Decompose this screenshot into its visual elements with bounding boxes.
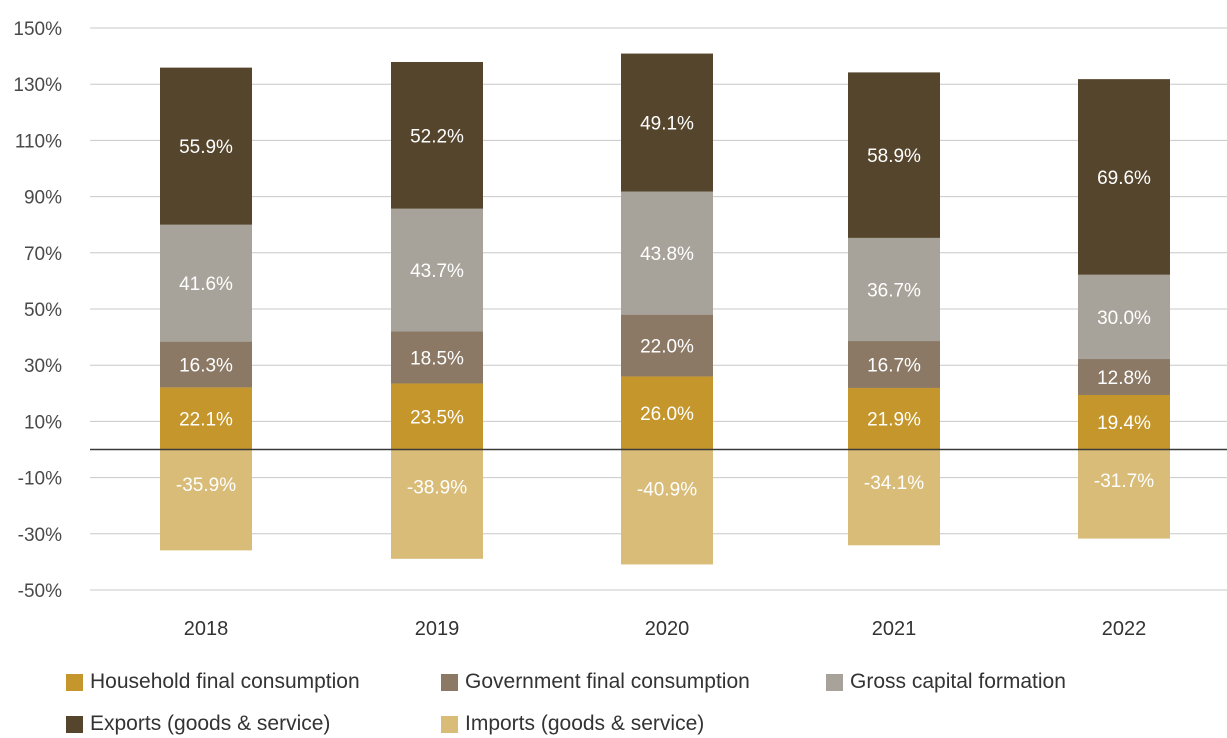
legend-swatch — [441, 715, 458, 733]
bar-segment — [621, 191, 713, 315]
bar-segment — [1078, 274, 1170, 360]
bar-segment — [1078, 79, 1170, 275]
bar-segment — [160, 341, 252, 388]
y-tick-label: 10% — [24, 412, 62, 433]
y-tick-label: 30% — [24, 356, 62, 377]
bar-segment — [848, 237, 940, 342]
data-label: 36.7% — [867, 280, 921, 301]
y-axis-tick-labels: -50% -30% -10% 10% 30% 50% 70% 90% 110% 130% 150% — [13, 19, 62, 602]
y-tick-label: 110% — [15, 131, 62, 152]
x-tick-label: 2022 — [1102, 618, 1147, 640]
data-label: 18.5% — [410, 348, 464, 369]
legend-item: Imports (goods & service) — [441, 710, 704, 738]
data-label: -31.7% — [1094, 471, 1154, 492]
data-label: 26.0% — [640, 404, 694, 425]
legend-swatch — [66, 673, 83, 691]
x-tick-label: 2018 — [184, 618, 229, 640]
data-label: 58.9% — [867, 146, 921, 167]
bar-segment — [160, 224, 252, 342]
legend-label: Exports (goods & service) — [90, 712, 331, 735]
legend-item: Gross capital formation — [826, 668, 1066, 696]
y-tick-label: -30% — [18, 525, 62, 546]
legend-label: Imports (goods & service) — [465, 712, 705, 735]
legend-swatch — [441, 673, 458, 691]
bar-segment — [621, 449, 713, 565]
data-label: 21.9% — [867, 410, 921, 431]
bar-segment — [391, 449, 483, 559]
bar-segment — [1078, 449, 1170, 539]
bar-segment — [391, 331, 483, 384]
data-label: 19.4% — [1097, 413, 1151, 434]
data-label: 30.0% — [1097, 308, 1151, 329]
data-label: 49.1% — [640, 114, 694, 135]
data-label: 12.8% — [1097, 368, 1151, 389]
y-tick-label: 90% — [24, 188, 62, 209]
data-label: 22.0% — [640, 337, 694, 358]
legend-label: Government final consumption — [465, 670, 750, 693]
legend-label: Gross capital formation — [850, 670, 1066, 693]
legend: Household final consumption Government fi… — [66, 668, 1216, 738]
legend-swatch — [826, 673, 843, 691]
legend-swatch — [66, 715, 83, 733]
bar-segment — [160, 387, 252, 450]
bar-segment — [1078, 359, 1170, 395]
data-label: 22.1% — [179, 409, 233, 430]
legend-item: Exports (goods & service) — [66, 710, 330, 738]
data-label: -38.9% — [407, 478, 467, 499]
x-tick-label: 2021 — [872, 618, 917, 640]
data-label: 52.2% — [410, 126, 464, 147]
bar-segment — [621, 314, 713, 377]
data-label: 23.5% — [410, 407, 464, 428]
bar-segment — [848, 341, 940, 388]
bar-segment — [160, 67, 252, 225]
bar-segment — [1078, 394, 1170, 450]
data-label: 69.6% — [1097, 168, 1151, 189]
bar-segment — [848, 449, 940, 546]
bar-segment — [391, 383, 483, 450]
data-label: 16.7% — [867, 355, 921, 376]
data-label: -35.9% — [176, 475, 236, 496]
y-tick-label: 50% — [24, 300, 62, 321]
y-tick-label: 150% — [13, 19, 62, 40]
legend-label: Household final consumption — [90, 670, 360, 693]
y-tick-label: 70% — [24, 244, 62, 265]
bars — [160, 53, 1170, 565]
x-tick-label: 2020 — [645, 618, 690, 640]
data-label: -40.9% — [637, 480, 697, 501]
data-label: 43.7% — [410, 261, 464, 282]
bar-segment — [848, 387, 940, 450]
bar-segment — [391, 208, 483, 332]
data-label: 43.8% — [640, 244, 694, 265]
bar-segment — [160, 449, 252, 551]
y-tick-label: -10% — [18, 469, 62, 490]
legend-item: Household final consumption — [66, 668, 360, 696]
data-label: -34.1% — [864, 473, 924, 494]
y-tick-label: 130% — [13, 75, 62, 96]
bar-segment — [848, 72, 940, 238]
bar-segment — [621, 53, 713, 192]
data-label: 16.3% — [179, 355, 233, 376]
data-labels: 22.1% 16.3% 41.6% 55.9% -35.9% 23.5% 18.5% 43.7… — [176, 114, 1154, 501]
x-axis-tick-labels: 2018 2019 2020 2021 2022 — [184, 618, 1147, 640]
data-label: 41.6% — [179, 274, 233, 295]
y-tick-label: -50% — [18, 581, 62, 602]
legend-item: Government final consumption — [441, 668, 750, 696]
bar-segment — [391, 62, 483, 209]
bar-segment — [621, 376, 713, 450]
data-label: 55.9% — [179, 137, 233, 158]
x-tick-label: 2019 — [415, 618, 460, 640]
